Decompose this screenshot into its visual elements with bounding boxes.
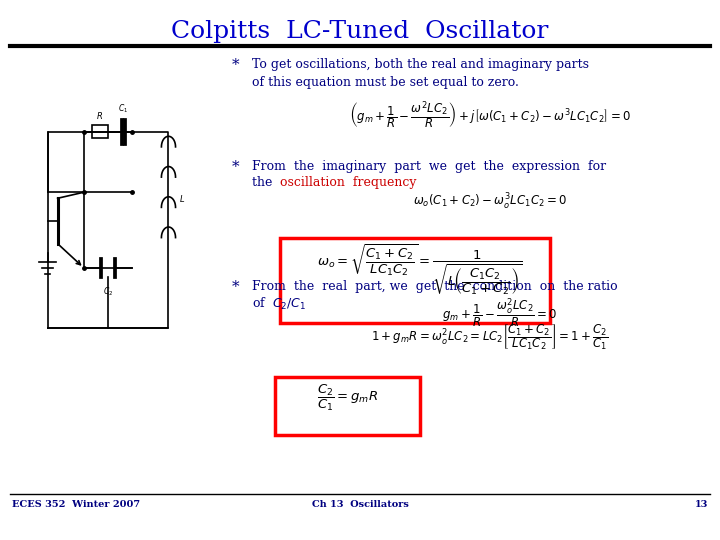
Text: $\omega_o(C_1+C_2)-\omega_o^3 LC_1C_2=0$: $\omega_o(C_1+C_2)-\omega_o^3 LC_1C_2=0$ [413,192,567,212]
Text: $\left(g_m+\dfrac{1}{R}-\dfrac{\omega^2 LC_2}{R}\right)+j\left[\omega(C_1+C_2)-\: $\left(g_m+\dfrac{1}{R}-\dfrac{\omega^2 … [349,100,631,131]
Text: *: * [232,58,240,72]
Text: To get oscillations, both the real and imaginary parts
of this equation must be : To get oscillations, both the real and i… [252,58,589,89]
Text: From  the  imaginary  part  we  get  the  expression  for: From the imaginary part we get the expre… [252,160,606,173]
Text: of  $C_2/C_1$: of $C_2/C_1$ [252,296,307,312]
Bar [275,377,420,435]
Bar [92,125,108,138]
Text: $1+g_m R=\omega_o^2 LC_2=LC_2\left[\dfrac{C_1+C_2}{LC_1C_2}\right]=1+\dfrac{C_2}: $1+g_m R=\omega_o^2 LC_2=LC_2\left[\dfra… [372,322,608,352]
Text: the: the [252,176,280,189]
Text: L: L [179,195,184,204]
Text: $\dfrac{C_2}{C_1}=g_m R$: $\dfrac{C_2}{C_1}=g_m R$ [318,383,379,413]
Text: 13: 13 [695,500,708,509]
Text: Colpitts  LC-Tuned  Oscillator: Colpitts LC-Tuned Oscillator [171,20,549,43]
Text: Ch 13  Oscillators: Ch 13 Oscillators [312,500,408,509]
Text: ECES 352  Winter 2007: ECES 352 Winter 2007 [12,500,140,509]
Text: From  the  real  part, we  get  the  condition  on  the ratio: From the real part, we get the condition… [252,280,618,293]
Text: $C_1$: $C_1$ [118,103,128,115]
Text: $C_2$: $C_2$ [103,286,113,299]
Bar [280,238,550,323]
Text: R: R [97,112,103,121]
Text: $\omega_o=\sqrt{\dfrac{C_1+C_2}{LC_1C_2}}=\dfrac{1}{\sqrt{L\!\left(\dfrac{C_1C_2: $\omega_o=\sqrt{\dfrac{C_1+C_2}{LC_1C_2}… [318,243,523,298]
Text: $g_m+\dfrac{1}{R}-\dfrac{\omega_o^2 LC_2}{R}=0$: $g_m+\dfrac{1}{R}-\dfrac{\omega_o^2 LC_2… [442,296,557,329]
Text: *: * [232,160,240,174]
Text: *: * [232,280,240,294]
Text: oscillation  frequency: oscillation frequency [280,176,416,189]
